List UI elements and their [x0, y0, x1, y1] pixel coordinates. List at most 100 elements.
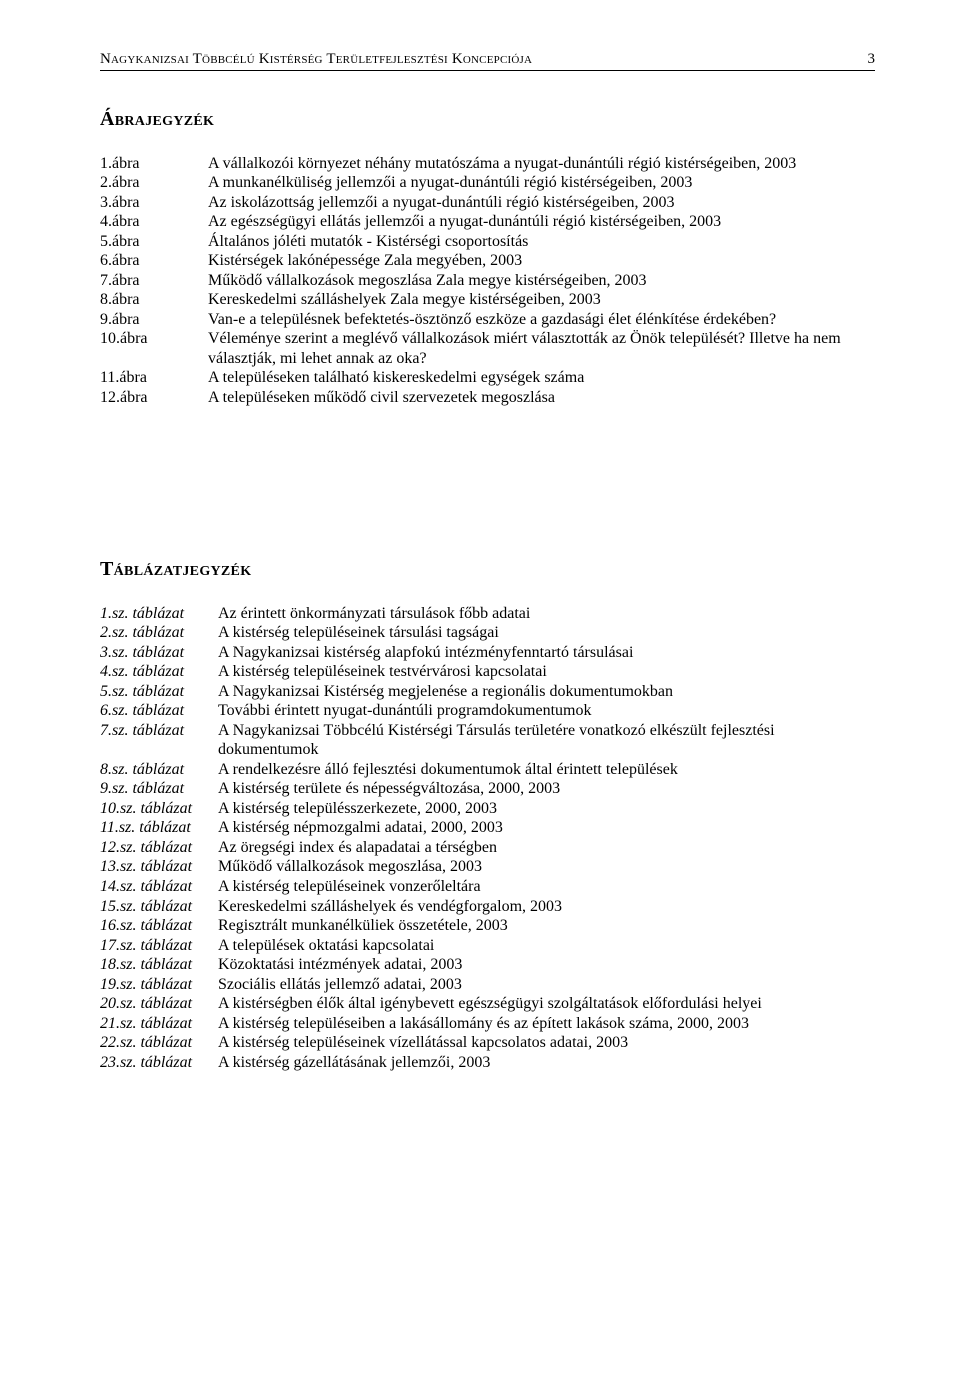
table-label: 20.sz. táblázat	[100, 994, 218, 1014]
table-text: A kistérség településeinek vízellátással…	[218, 1033, 875, 1053]
table-text: Az érintett önkormányzati társulások főb…	[218, 604, 875, 624]
figure-entry: 3.ábraAz iskolázottság jellemzői a nyuga…	[100, 193, 875, 213]
figure-entry: 1.ábraA vállalkozói környezet néhány mut…	[100, 154, 875, 174]
table-entry: 22.sz. táblázatA kistérség településeine…	[100, 1033, 875, 1053]
figure-label: 11.ábra	[100, 368, 208, 388]
figure-label: 1.ábra	[100, 154, 208, 174]
figure-label: 8.ábra	[100, 290, 208, 310]
figure-label: 9.ábra	[100, 310, 208, 330]
header-divider	[100, 70, 875, 71]
table-text: A települések oktatási kapcsolatai	[218, 936, 875, 956]
table-text: További érintett nyugat-dunántúli progra…	[218, 701, 875, 721]
table-entry: 20.sz. táblázatA kistérségben élők által…	[100, 994, 875, 1014]
table-text: A kistérség gázellátásának jellemzői, 20…	[218, 1053, 875, 1073]
figure-entry: 9.ábraVan-e a településnek befektetés-ös…	[100, 310, 875, 330]
table-text: Az öregségi index és alapadatai a térség…	[218, 838, 875, 858]
table-entry: 15.sz. táblázatKereskedelmi szálláshelye…	[100, 897, 875, 917]
table-entry: 4.sz. táblázatA kistérség településeinek…	[100, 662, 875, 682]
table-entry: 8.sz. táblázatA rendelkezésre álló fejle…	[100, 760, 875, 780]
table-label: 4.sz. táblázat	[100, 662, 218, 682]
table-entry: 6.sz. táblázatTovábbi érintett nyugat-du…	[100, 701, 875, 721]
table-label: 9.sz. táblázat	[100, 779, 218, 799]
table-text: A kistérség településeinek vonzerőleltár…	[218, 877, 875, 897]
figure-text: A településeken található kiskereskedelm…	[208, 368, 875, 388]
header-title: Nagykanizsai Többcélú Kistérség Területf…	[100, 50, 532, 68]
figure-text: Kistérségek lakónépessége Zala megyében,…	[208, 251, 875, 271]
figures-list: 1.ábraA vállalkozói környezet néhány mut…	[100, 154, 875, 408]
table-text: A Nagykanizsai Többcélú Kistérségi Társu…	[218, 721, 875, 760]
figure-text: A településeken működő civil szervezetek…	[208, 388, 875, 408]
figure-label: 4.ábra	[100, 212, 208, 232]
figure-entry: 4.ábraAz egészségügyi ellátás jellemzői …	[100, 212, 875, 232]
figure-entry: 5.ábraÁltalános jóléti mutatók - Kistérs…	[100, 232, 875, 252]
figure-entry: 7.ábraMűködő vállalkozások megoszlása Za…	[100, 271, 875, 291]
table-entry: 16.sz. táblázatRegisztrált munkanélkülie…	[100, 916, 875, 936]
figure-label: 10.ábra	[100, 329, 208, 368]
figure-text: Az iskolázottság jellemzői a nyugat-duná…	[208, 193, 875, 213]
figure-label: 6.ábra	[100, 251, 208, 271]
table-entry: 21.sz. táblázatA kistérség településeibe…	[100, 1014, 875, 1034]
table-text: Szociális ellátás jellemző adatai, 2003	[218, 975, 875, 995]
table-text: A kistérség településeinek társulási tag…	[218, 623, 875, 643]
page-header: Nagykanizsai Többcélú Kistérség Területf…	[100, 50, 875, 68]
figure-text: A vállalkozói környezet néhány mutatószá…	[208, 154, 875, 174]
table-text: A kistérség településeiben a lakásállomá…	[218, 1014, 875, 1034]
figure-text: Általános jóléti mutatók - Kistérségi cs…	[208, 232, 875, 252]
figure-label: 2.ábra	[100, 173, 208, 193]
table-entry: 9.sz. táblázatA kistérség területe és né…	[100, 779, 875, 799]
table-label: 8.sz. táblázat	[100, 760, 218, 780]
table-entry: 11.sz. táblázatA kistérség népmozgalmi a…	[100, 818, 875, 838]
table-label: 23.sz. táblázat	[100, 1053, 218, 1073]
table-label: 3.sz. táblázat	[100, 643, 218, 663]
header-page-number: 3	[868, 50, 876, 68]
table-entry: 12.sz. táblázatAz öregségi index és alap…	[100, 838, 875, 858]
table-label: 6.sz. táblázat	[100, 701, 218, 721]
table-text: Kereskedelmi szálláshelyek és vendégforg…	[218, 897, 875, 917]
figure-entry: 11.ábraA településeken található kiskere…	[100, 368, 875, 388]
table-text: A kistérség településeinek testvérvárosi…	[218, 662, 875, 682]
table-entry: 1.sz. táblázatAz érintett önkormányzati …	[100, 604, 875, 624]
figure-entry: 6.ábraKistérségek lakónépessége Zala meg…	[100, 251, 875, 271]
table-text: A rendelkezésre álló fejlesztési dokumen…	[218, 760, 875, 780]
table-label: 13.sz. táblázat	[100, 857, 218, 877]
table-entry: 3.sz. táblázatA Nagykanizsai kistérség a…	[100, 643, 875, 663]
table-entry: 7.sz. táblázatA Nagykanizsai Többcélú Ki…	[100, 721, 875, 760]
figure-entry: 8.ábraKereskedelmi szálláshelyek Zala me…	[100, 290, 875, 310]
figure-text: Véleménye szerint a meglévő vállalkozáso…	[208, 329, 875, 368]
table-entry: 14.sz. táblázatA kistérség településeine…	[100, 877, 875, 897]
table-entry: 10.sz. táblázatA kistérség településszer…	[100, 799, 875, 819]
table-label: 16.sz. táblázat	[100, 916, 218, 936]
figure-text: A munkanélküliség jellemzői a nyugat-dun…	[208, 173, 875, 193]
table-entry: 5.sz. táblázatA Nagykanizsai Kistérség m…	[100, 682, 875, 702]
table-label: 22.sz. táblázat	[100, 1033, 218, 1053]
figure-text: Van-e a településnek befektetés-ösztönző…	[208, 310, 875, 330]
table-text: A Nagykanizsai kistérség alapfokú intézm…	[218, 643, 875, 663]
table-label: 7.sz. táblázat	[100, 721, 218, 760]
table-text: Közoktatási intézmények adatai, 2003	[218, 955, 875, 975]
table-label: 11.sz. táblázat	[100, 818, 218, 838]
figure-entry: 2.ábraA munkanélküliség jellemzői a nyug…	[100, 173, 875, 193]
table-label: 1.sz. táblázat	[100, 604, 218, 624]
table-entry: 18.sz. táblázatKözoktatási intézmények a…	[100, 955, 875, 975]
table-label: 18.sz. táblázat	[100, 955, 218, 975]
table-text: A kistérség népmozgalmi adatai, 2000, 20…	[218, 818, 875, 838]
figure-label: 7.ábra	[100, 271, 208, 291]
table-label: 5.sz. táblázat	[100, 682, 218, 702]
figure-label: 3.ábra	[100, 193, 208, 213]
tables-list: 1.sz. táblázatAz érintett önkormányzati …	[100, 604, 875, 1072]
table-label: 12.sz. táblázat	[100, 838, 218, 858]
table-text: A kistérség területe és népességváltozás…	[218, 779, 875, 799]
table-label: 19.sz. táblázat	[100, 975, 218, 995]
table-text: A Nagykanizsai Kistérség megjelenése a r…	[218, 682, 875, 702]
table-label: 2.sz. táblázat	[100, 623, 218, 643]
table-text: Regisztrált munkanélküliek összetétele, …	[218, 916, 875, 936]
table-text: Működő vállalkozások megoszlása, 2003	[218, 857, 875, 877]
table-entry: 23.sz. táblázatA kistérség gázellátásána…	[100, 1053, 875, 1073]
figure-label: 12.ábra	[100, 388, 208, 408]
table-label: 21.sz. táblázat	[100, 1014, 218, 1034]
table-entry: 17.sz. táblázatA települések oktatási ka…	[100, 936, 875, 956]
figure-text: Az egészségügyi ellátás jellemzői a nyug…	[208, 212, 875, 232]
figures-heading: Ábrajegyzék	[100, 107, 875, 131]
table-label: 14.sz. táblázat	[100, 877, 218, 897]
tables-heading: Táblázatjegyzék	[100, 557, 875, 581]
